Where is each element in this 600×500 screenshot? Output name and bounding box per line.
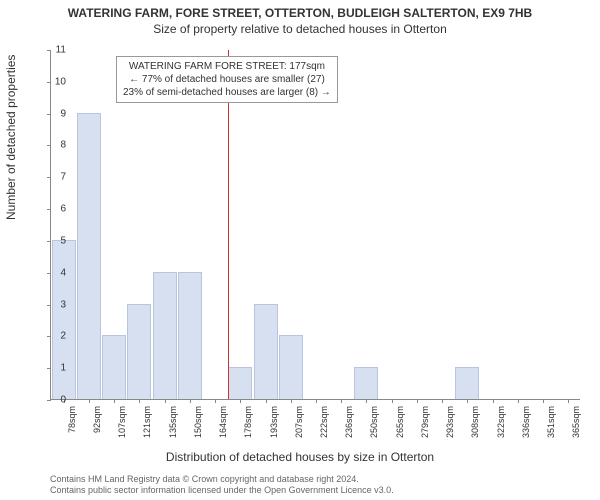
x-tick: 336sqm (521, 406, 531, 438)
x-tick: 265sqm (395, 406, 405, 438)
x-tick: 92sqm (92, 406, 102, 433)
bar (178, 272, 202, 399)
x-tick: 178sqm (243, 406, 253, 438)
bar (228, 367, 252, 399)
x-tick: 107sqm (117, 406, 127, 438)
bar (52, 240, 76, 399)
x-tick: 322sqm (496, 406, 506, 438)
y-tick: 11 (56, 45, 66, 56)
y-tick: 4 (60, 267, 66, 278)
y-tick: 10 (55, 76, 66, 87)
y-tick: 9 (60, 108, 66, 119)
bar (77, 113, 101, 399)
chart-title: WATERING FARM, FORE STREET, OTTERTON, BU… (0, 0, 600, 20)
footer-text: Contains HM Land Registry data © Crown c… (50, 474, 394, 496)
footer-line-2: Contains public sector information licen… (50, 485, 394, 496)
x-tick: 150sqm (193, 406, 203, 438)
x-tick: 308sqm (470, 406, 480, 438)
y-tick: 2 (60, 331, 66, 342)
y-tick: 8 (60, 140, 66, 151)
x-tick: 236sqm (344, 406, 354, 438)
x-tick: 279sqm (420, 406, 430, 438)
bar (279, 335, 303, 399)
x-tick: 164sqm (218, 406, 228, 438)
y-tick: 3 (60, 299, 66, 310)
x-tick: 222sqm (319, 406, 329, 438)
legend-line: WATERING FARM FORE STREET: 177sqm (123, 60, 331, 73)
bar (102, 335, 126, 399)
x-tick: 250sqm (369, 406, 379, 438)
x-tick: 365sqm (571, 406, 581, 438)
bar (127, 304, 151, 399)
chart-area: 78sqm92sqm107sqm121sqm135sqm150sqm164sqm… (50, 50, 580, 400)
y-axis-label: Number of detached properties (4, 55, 18, 220)
bar (153, 272, 177, 399)
x-tick: 207sqm (294, 406, 304, 438)
bar (254, 304, 278, 399)
legend-box: WATERING FARM FORE STREET: 177sqm← 77% o… (116, 56, 338, 103)
bar (455, 367, 479, 399)
chart-container: WATERING FARM, FORE STREET, OTTERTON, BU… (0, 0, 600, 500)
plot-area: 78sqm92sqm107sqm121sqm135sqm150sqm164sqm… (50, 50, 580, 400)
bar (354, 367, 378, 399)
chart-subtitle: Size of property relative to detached ho… (0, 20, 600, 36)
x-axis-label: Distribution of detached houses by size … (0, 450, 600, 464)
y-tick: 7 (60, 172, 66, 183)
x-tick: 351sqm (546, 406, 556, 438)
footer-line-1: Contains HM Land Registry data © Crown c… (50, 474, 394, 485)
legend-line: ← 77% of detached houses are smaller (27… (123, 73, 331, 86)
x-tick: 121sqm (142, 406, 152, 438)
x-tick: 193sqm (269, 406, 279, 438)
y-tick: 1 (60, 363, 66, 374)
legend-line: 23% of semi-detached houses are larger (… (123, 86, 331, 99)
y-tick: 5 (60, 235, 66, 246)
y-tick: 0 (60, 395, 66, 406)
y-tick: 6 (60, 204, 66, 215)
x-tick: 135sqm (168, 406, 178, 438)
x-tick: 293sqm (445, 406, 455, 438)
x-tick: 78sqm (67, 406, 77, 433)
